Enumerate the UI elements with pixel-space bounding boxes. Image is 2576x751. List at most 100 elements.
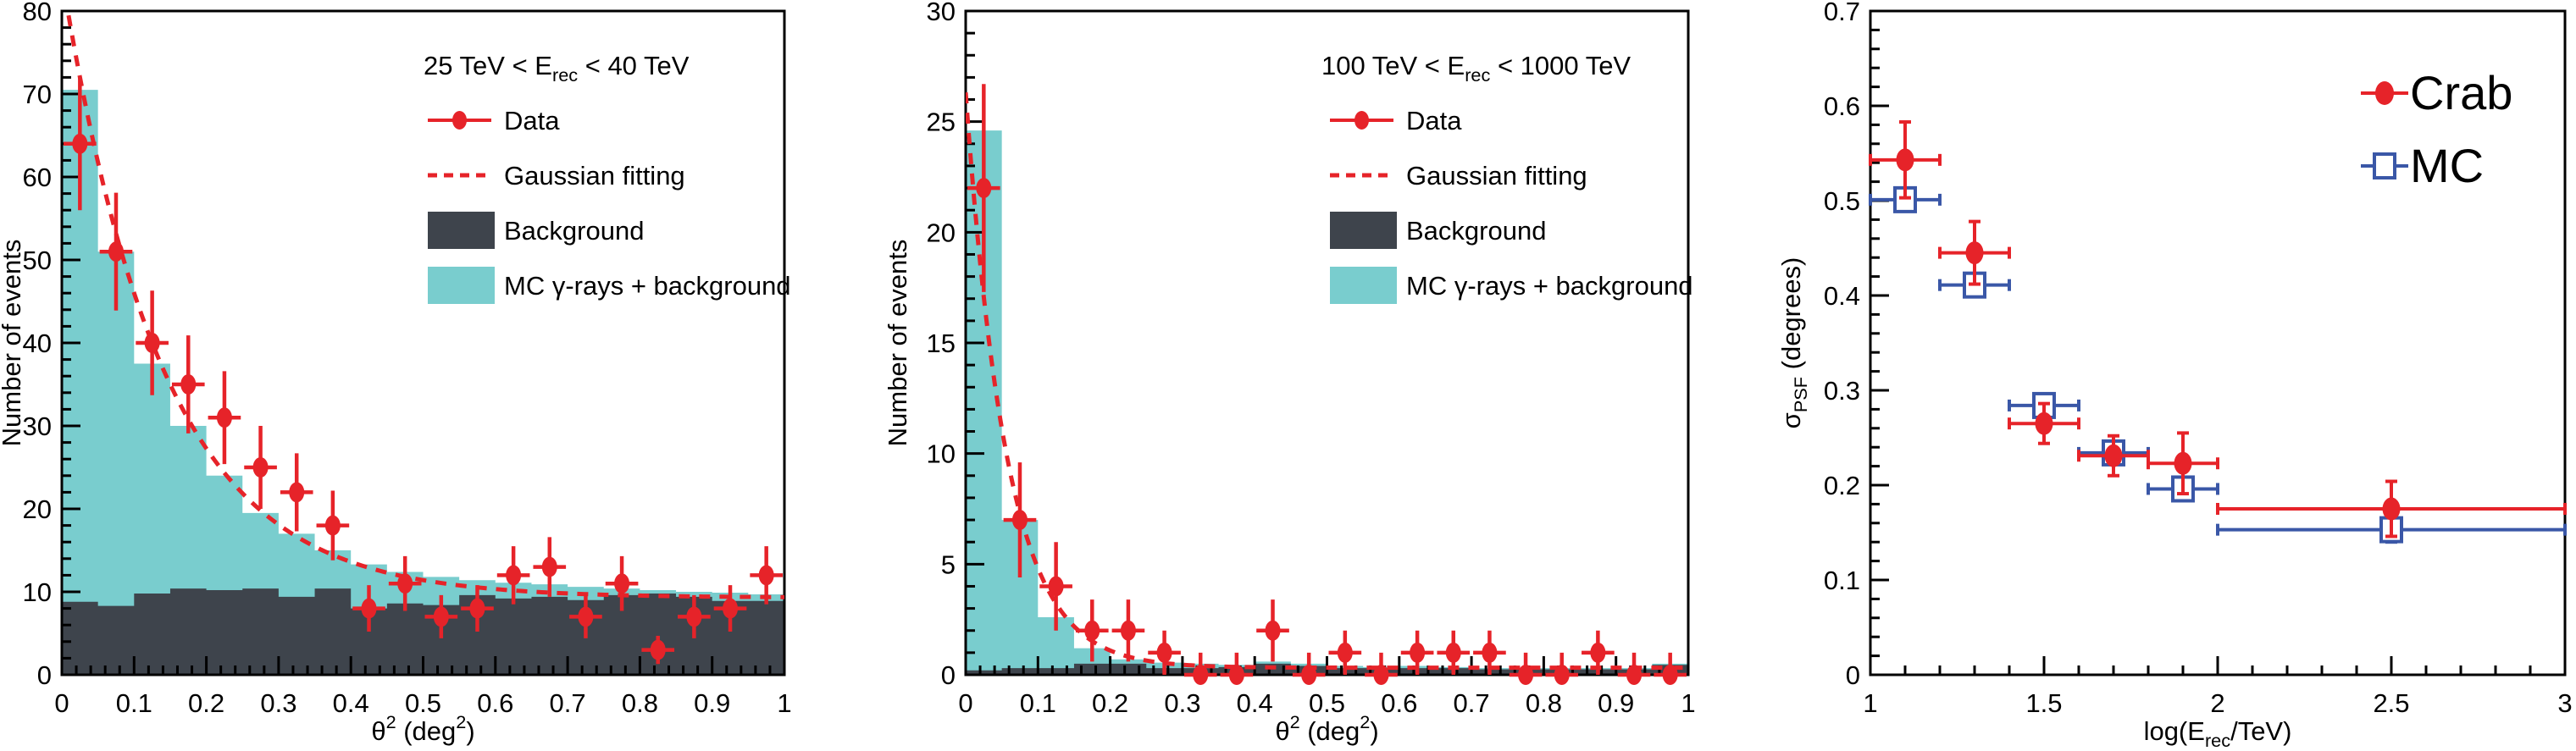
legend-series-label: MC <box>2410 139 2484 192</box>
x-tick-label: 0.2 <box>1092 688 1128 718</box>
data-point-marker <box>1011 510 1028 531</box>
y-tick-label: 30 <box>23 411 52 441</box>
data-point-marker <box>1120 620 1136 641</box>
data-point-marker <box>541 556 557 577</box>
x-tick-label: 1 <box>1863 688 1877 718</box>
data-point-marker <box>1156 642 1172 663</box>
x-tick-label: 1.5 <box>2025 688 2062 718</box>
y-tick-label: 0.2 <box>1824 471 1860 500</box>
y-tick-label: 20 <box>23 494 52 524</box>
data-point-marker <box>758 565 774 586</box>
legend-item-label: Gaussian fitting <box>1406 161 1587 191</box>
data-point-marker <box>1482 642 1498 663</box>
data-point-marker <box>1265 620 1281 641</box>
axes <box>964 9 1690 676</box>
y-tick-label: 70 <box>23 80 52 109</box>
data-point-marker <box>578 606 594 627</box>
x-tick-label: 0.6 <box>477 688 513 718</box>
gaussian-fit-curve <box>966 91 1688 671</box>
data-point-marker <box>1337 642 1353 663</box>
legend-mc-swatch <box>1330 267 1397 304</box>
legend-series-label: Crab <box>2410 66 2512 119</box>
data-point-marker <box>614 573 630 594</box>
crab-point-marker <box>2382 497 2401 521</box>
x-axis-title: θ2 (deg2) <box>371 711 474 746</box>
legend-background-swatch <box>428 212 495 249</box>
y-tick-label: 0.5 <box>1824 186 1860 216</box>
y-tick-label: 25 <box>927 108 956 137</box>
data-point-marker <box>144 333 160 353</box>
legend-data-marker-dot <box>452 111 467 130</box>
legend-crab-marker <box>2375 81 2394 105</box>
x-tick-label: 2.5 <box>2373 688 2409 718</box>
data-point-marker <box>397 573 413 594</box>
y-tick-label: 30 <box>927 0 956 26</box>
data-point-marker <box>976 178 992 199</box>
data-point-marker <box>180 374 197 395</box>
legend-item-label: Background <box>504 216 644 246</box>
legend-title-energy-range: 100 TeV < Erec < 1000 TeV <box>1321 51 1631 86</box>
data-point-marker <box>1662 665 1678 685</box>
y-tick-label: 0.7 <box>1824 0 1860 26</box>
crab-point-marker <box>2104 444 2123 467</box>
data-point-marker <box>1193 665 1209 685</box>
y-axis-title: Number of events <box>883 240 912 447</box>
x-tick-label: 0.7 <box>1454 688 1490 718</box>
mc-gamma-plus-background-histogram <box>62 90 784 675</box>
x-tick-label: 0.1 <box>1020 688 1056 718</box>
data-point-marker <box>1228 665 1244 685</box>
y-tick-label: 10 <box>23 577 52 607</box>
x-tick-label: 0.4 <box>333 688 369 718</box>
legend-data-marker-dot <box>1354 111 1369 130</box>
x-tick-label: 2 <box>2210 688 2224 718</box>
x-tick-label: 0.5 <box>1309 688 1345 718</box>
plot-frame <box>964 9 1690 676</box>
data-point-marker <box>1518 665 1534 685</box>
mc-gamma-plus-background-histogram <box>966 130 1688 675</box>
crab-point-marker <box>2174 451 2192 475</box>
x-tick-label: 1 <box>1681 688 1695 718</box>
y-tick-label: 40 <box>23 329 52 358</box>
data-point-marker <box>686 606 702 627</box>
data-point-marker <box>1373 665 1389 685</box>
data-point-marker <box>1590 642 1606 663</box>
y-tick-label: 20 <box>927 218 956 247</box>
data-point-marker <box>1445 642 1461 663</box>
data-point-marker <box>72 133 88 154</box>
y-tick-label: 0.6 <box>1824 91 1860 121</box>
data-point-marker <box>1626 665 1643 685</box>
axes <box>60 9 786 676</box>
y-tick-label: 0.1 <box>1824 566 1860 595</box>
data-point-marker <box>506 565 522 586</box>
x-tick-label: 0.4 <box>1237 688 1273 718</box>
data-point-marker <box>1048 576 1064 597</box>
y-tick-label: 80 <box>23 0 52 26</box>
y-axis-title: σPSF (degrees) <box>1776 257 1811 429</box>
data-point-marker <box>723 598 739 619</box>
data-point-marker <box>1301 665 1317 685</box>
legend-item-label: MC γ-rays + background <box>1406 271 1693 301</box>
panel-theta2-100-1000tev: 0 0.1 0.2 0.3 0.4 0.5 0.6 0.7 0.8 0.9 105101520253… <box>883 0 1696 746</box>
legend-item-label: Background <box>1406 216 1546 246</box>
data-point-marker <box>1410 642 1426 663</box>
background-histogram <box>62 588 784 675</box>
data-point-marker <box>361 598 377 619</box>
data-point-marker <box>108 241 124 262</box>
crab-point-marker <box>1896 148 1914 172</box>
x-axis-title: θ2 (deg2) <box>1275 711 1378 746</box>
legend-mc-marker <box>2373 152 2396 179</box>
x-tick-label: 0.9 <box>694 688 730 718</box>
x-tick-label: 0 <box>958 688 972 718</box>
x-tick-label: 0 <box>54 688 69 718</box>
x-tick-label: 0.3 <box>260 688 296 718</box>
x-tick-label: 0.8 <box>1526 688 1562 718</box>
legend-background-swatch <box>1330 212 1397 249</box>
gaussian-fit-curve <box>65 11 784 599</box>
x-tick-label: 0.5 <box>405 688 441 718</box>
x-tick-label: 0.8 <box>622 688 658 718</box>
series-crab <box>1869 120 2567 538</box>
x-tick-label: 0.6 <box>1381 688 1417 718</box>
x-tick-label: 0.2 <box>188 688 224 718</box>
data-point-marker <box>216 407 232 428</box>
